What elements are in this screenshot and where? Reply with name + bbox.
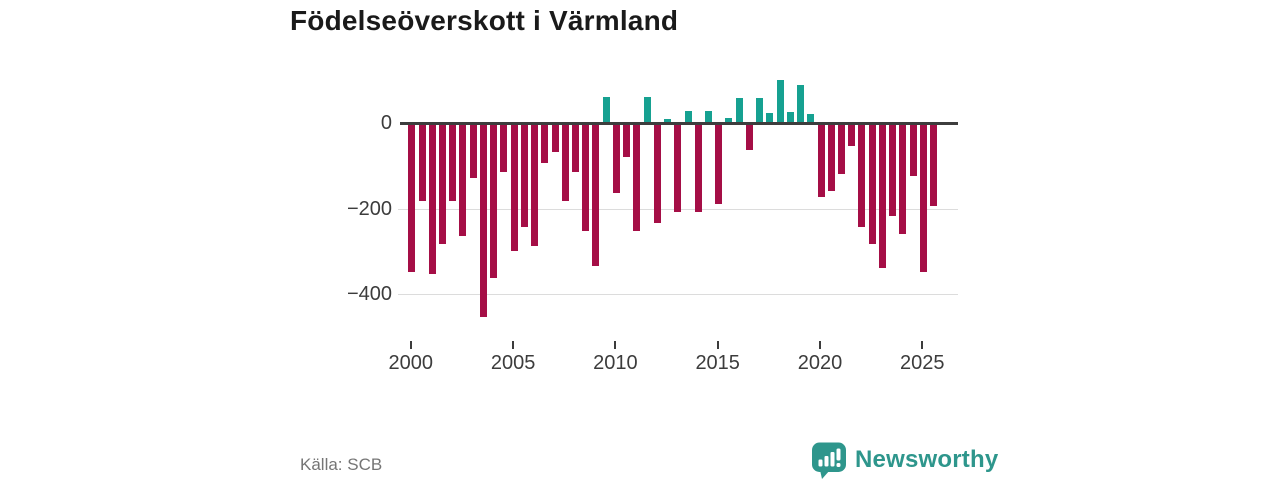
y-tick-label--400: −400 xyxy=(346,283,392,305)
x-tick-2000 xyxy=(409,341,412,349)
bar-2023-H2 xyxy=(889,124,897,217)
bar-2007-H1 xyxy=(551,124,559,153)
bar-2008-H1 xyxy=(571,124,579,172)
bar-2003-H2 xyxy=(479,124,487,317)
bar-2003-H1 xyxy=(469,124,477,178)
bar-2015-H1 xyxy=(715,124,723,204)
bar-2016-H1 xyxy=(735,98,743,123)
bar-2018-H2 xyxy=(786,112,794,123)
source-note: Källa: SCB xyxy=(300,455,383,474)
y-tick-label-0: 0 xyxy=(380,112,392,134)
bar-2000-H1 xyxy=(408,124,416,272)
bar-2000-H2 xyxy=(418,124,426,202)
bar-2022-H1 xyxy=(858,124,866,228)
bar-2011-H1 xyxy=(633,124,641,232)
y-tick-label--200: −200 xyxy=(346,197,392,220)
bar-2019-H1 xyxy=(797,84,805,123)
x-tick-label-2015: 2015 xyxy=(695,352,740,374)
bar-2011-H2 xyxy=(643,97,651,123)
x-tick-label-2005: 2005 xyxy=(490,352,536,374)
brand-name: Newsworthy xyxy=(855,446,999,473)
bar-2020-H1 xyxy=(817,124,825,198)
bar-2008-H2 xyxy=(582,124,590,232)
bar-2017-H1 xyxy=(756,98,764,123)
bar-2012-H1 xyxy=(653,124,661,223)
bar-2002-H2 xyxy=(459,124,467,236)
bar-2024-H1 xyxy=(899,124,907,234)
bar-2005-H1 xyxy=(510,124,518,251)
bar-2020-H2 xyxy=(827,124,835,191)
bar-2001-H1 xyxy=(428,124,436,275)
gridline--400 xyxy=(398,294,958,295)
bar-2023-H1 xyxy=(878,124,886,268)
bar-2005-H2 xyxy=(520,124,528,228)
bar-2016-H2 xyxy=(745,124,753,151)
bar-2012-H2 xyxy=(664,118,672,123)
bar-2001-H2 xyxy=(438,124,446,245)
bar-2021-H2 xyxy=(848,124,856,146)
bar-2010-H1 xyxy=(612,124,620,193)
bar-2014-H1 xyxy=(694,124,702,213)
newsworthy-logo-icon xyxy=(812,442,846,479)
x-tick-label-2025: 2025 xyxy=(900,352,945,374)
bar-2002-H1 xyxy=(449,124,457,202)
bar-2004-H1 xyxy=(490,124,498,279)
bar-2009-H2 xyxy=(602,97,610,123)
bar-2015-H2 xyxy=(725,118,733,123)
bar-2009-H1 xyxy=(592,124,600,266)
chart-title: Födelseöverskott i Värmland xyxy=(290,5,679,36)
x-tick-label-2010: 2010 xyxy=(593,352,638,374)
bar-2025-H2 xyxy=(930,124,938,206)
bar-2018-H1 xyxy=(776,80,784,123)
bar-2021-H1 xyxy=(837,124,845,174)
x-tick-2005 xyxy=(512,341,515,349)
x-tick-2015 xyxy=(716,341,719,349)
bar-2006-H1 xyxy=(531,124,539,247)
bar-2019-H2 xyxy=(807,114,815,123)
x-tick-2025 xyxy=(921,341,924,349)
x-tick-label-2020: 2020 xyxy=(797,352,843,374)
bar-2022-H2 xyxy=(868,124,876,245)
x-tick-2020 xyxy=(819,341,821,349)
bar-2013-H1 xyxy=(674,124,682,213)
bar-2013-H2 xyxy=(684,111,692,123)
plot-area xyxy=(398,60,958,340)
x-tick-label-2000: 2000 xyxy=(388,352,434,374)
zero-axis-line xyxy=(400,121,958,125)
bar-2024-H2 xyxy=(909,124,917,176)
bar-2006-H2 xyxy=(541,124,549,163)
bar-2017-H2 xyxy=(766,113,774,123)
brand-lockup: Newsworthy xyxy=(810,441,998,479)
x-tick-2010 xyxy=(614,341,617,349)
bar-2004-H2 xyxy=(500,124,508,172)
bar-2010-H2 xyxy=(623,124,631,157)
bar-2025-H1 xyxy=(919,124,927,272)
bar-2014-H2 xyxy=(704,111,712,123)
bar-2007-H2 xyxy=(561,124,569,202)
